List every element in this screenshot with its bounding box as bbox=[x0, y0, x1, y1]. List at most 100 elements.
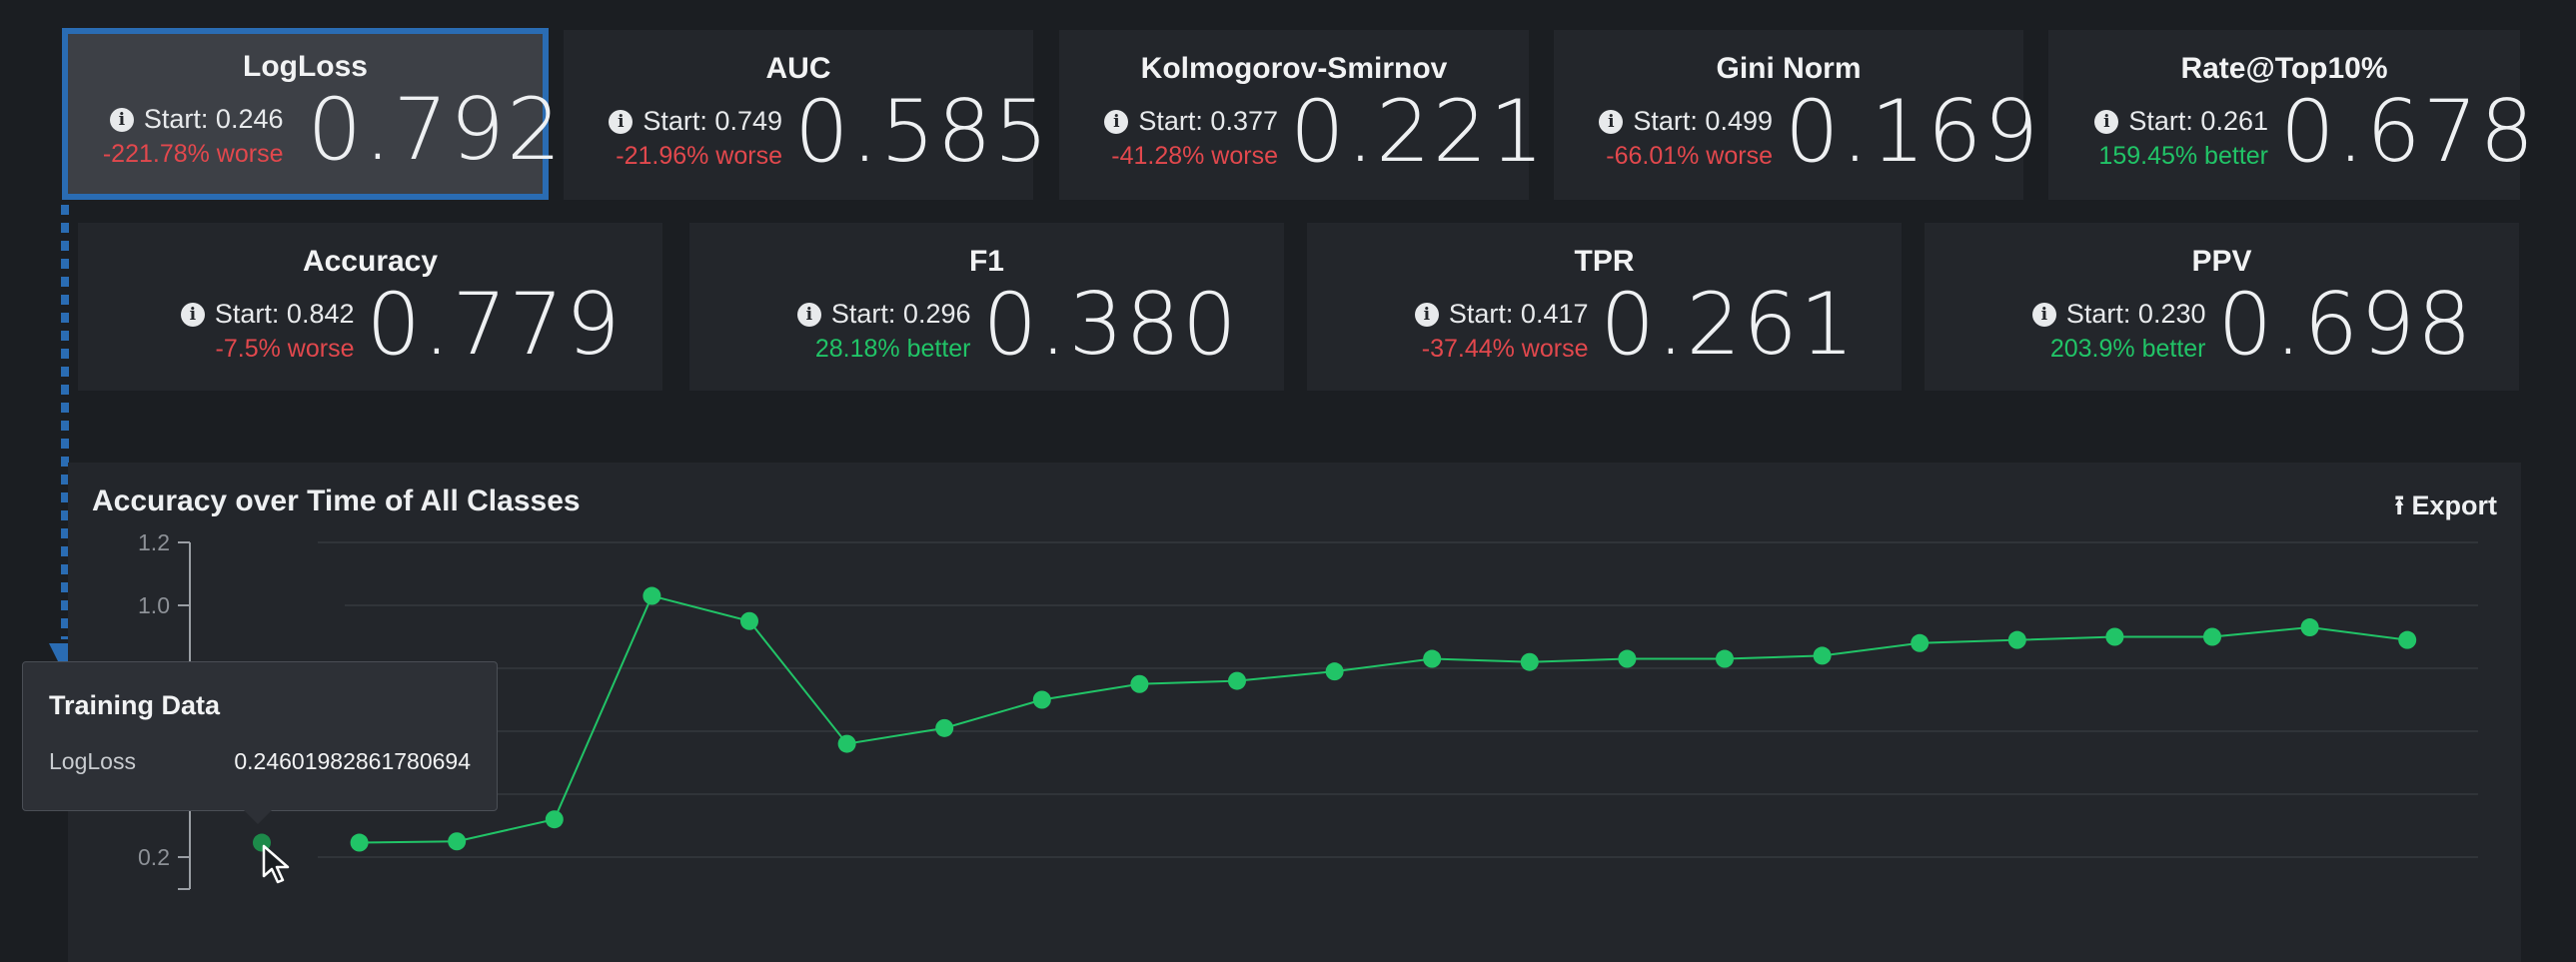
tooltip-key: LogLoss bbox=[49, 748, 136, 774]
metric-start: i Start: 0.296 bbox=[796, 299, 971, 330]
metric-start-text: Start: 0.842 bbox=[214, 299, 355, 329]
metric-value: 0.261 bbox=[1600, 275, 1857, 375]
data-point[interactable] bbox=[837, 734, 856, 753]
metric-delta: 159.45% better bbox=[2098, 142, 2268, 170]
metric-title: F1 bbox=[968, 245, 1004, 278]
metric-card-gini-norm[interactable]: Gini Norm i Start: 0.499 -66.01% worse 0.169 bbox=[1554, 30, 2038, 200]
data-point[interactable] bbox=[740, 611, 758, 630]
metric-title: Kolmogorov-Smirnov bbox=[1140, 52, 1448, 85]
info-icon[interactable]: i bbox=[609, 110, 634, 134]
data-point[interactable] bbox=[935, 718, 954, 737]
metric-start: i Start: 0.261 bbox=[2094, 106, 2268, 137]
metric-value: 0.792 bbox=[307, 80, 564, 180]
metric-value: 0.221 bbox=[1290, 82, 1547, 182]
metric-title: LogLoss bbox=[243, 50, 368, 83]
data-point[interactable] bbox=[1618, 649, 1637, 668]
tooltip: Training Data LogLoss 0.2460198286178069… bbox=[22, 661, 498, 811]
info-icon[interactable]: i bbox=[2031, 303, 2056, 327]
metric-delta: -41.28% worse bbox=[1111, 142, 1278, 170]
metric-delta: 203.9% better bbox=[2049, 335, 2206, 363]
metric-card-ppv[interactable]: PPV i Start: 0.230 203.9% better 0.698 bbox=[1925, 223, 2519, 391]
chart-title: Accuracy over Time of All Classes bbox=[92, 484, 581, 517]
tooltip-arrow bbox=[244, 810, 272, 824]
metric-start-text: Start: 0.377 bbox=[1138, 106, 1278, 136]
y-tick-label: 0.2 bbox=[138, 844, 170, 870]
tooltip-value: 0.24601982861780694 bbox=[234, 748, 471, 774]
metric-delta: -221.78% worse bbox=[102, 140, 284, 168]
data-point[interactable] bbox=[545, 810, 564, 829]
metric-start: i Start: 0.842 bbox=[180, 299, 355, 330]
data-point[interactable] bbox=[1813, 646, 1832, 665]
metric-card-f1[interactable]: F1 i Start: 0.296 28.18% better 0.380 bbox=[689, 223, 1284, 391]
metric-delta: -66.01% worse bbox=[1606, 142, 1773, 170]
data-point[interactable] bbox=[1423, 649, 1442, 668]
y-tick-label: 1.0 bbox=[138, 592, 170, 618]
data-point[interactable] bbox=[2300, 618, 2319, 637]
metric-card-kolmogorov-smirnov[interactable]: Kolmogorov-Smirnov i Start: 0.377 -41.28% w… bbox=[1059, 30, 1544, 200]
metric-start-text: Start: 0.246 bbox=[143, 104, 284, 134]
metric-card-auc[interactable]: AUC i Start: 0.749 -21.96% worse 0.585 bbox=[564, 30, 1048, 200]
metric-start-text: Start: 0.749 bbox=[643, 106, 782, 136]
metric-start: i Start: 0.377 bbox=[1104, 106, 1278, 137]
data-point[interactable] bbox=[2105, 627, 2124, 646]
data-point[interactable] bbox=[1911, 633, 1930, 652]
metric-start: i Start: 0.499 bbox=[1599, 106, 1773, 137]
info-icon[interactable]: i bbox=[1599, 110, 1624, 134]
data-point[interactable] bbox=[643, 586, 661, 605]
mouse-cursor-icon bbox=[262, 844, 290, 884]
data-point[interactable] bbox=[2203, 627, 2221, 646]
tooltip-title: Training Data bbox=[49, 690, 221, 720]
metric-delta: -7.5% worse bbox=[215, 335, 355, 363]
metric-card-logloss[interactable]: LogLoss i Start: 0.246 -221.78% worse 0.792 bbox=[62, 28, 562, 200]
data-point[interactable] bbox=[1325, 662, 1344, 681]
export-label: Export bbox=[2411, 490, 2497, 520]
data-point[interactable] bbox=[2007, 630, 2026, 649]
info-icon[interactable]: i bbox=[796, 303, 821, 327]
info-icon[interactable]: i bbox=[1104, 110, 1129, 134]
metric-delta: -37.44% worse bbox=[1421, 335, 1589, 363]
metric-delta: 28.18% better bbox=[814, 335, 971, 363]
metric-start-text: Start: 0.230 bbox=[2065, 299, 2206, 329]
metric-title: TPR bbox=[1574, 245, 1635, 278]
data-point[interactable] bbox=[1032, 690, 1051, 709]
upload-icon: ⭱ bbox=[2394, 490, 2404, 520]
data-point[interactable] bbox=[1130, 674, 1149, 693]
metric-title: Accuracy bbox=[302, 245, 439, 278]
metric-value: 0.380 bbox=[982, 275, 1239, 375]
metric-title: Rate@Top10% bbox=[2180, 52, 2388, 85]
metric-value: 0.779 bbox=[366, 275, 623, 375]
data-point[interactable] bbox=[350, 833, 369, 852]
data-point[interactable] bbox=[2398, 630, 2417, 649]
metric-start: i Start: 0.246 bbox=[109, 104, 284, 135]
metric-delta: -21.96% worse bbox=[616, 142, 782, 170]
data-point[interactable] bbox=[1716, 649, 1734, 668]
data-point[interactable] bbox=[1520, 652, 1539, 671]
metric-value: 0.169 bbox=[1785, 82, 2041, 182]
metric-start: i Start: 0.749 bbox=[609, 106, 782, 137]
metric-card-tpr[interactable]: TPR i Start: 0.417 -37.44% worse 0.261 bbox=[1307, 223, 1902, 391]
metric-card-rate-top10-[interactable]: Rate@Top10% i Start: 0.261 159.45% better 0.… bbox=[2048, 30, 2534, 200]
metric-start: i Start: 0.417 bbox=[1414, 299, 1589, 330]
metric-value: 0.585 bbox=[794, 82, 1051, 182]
metric-value: 0.698 bbox=[2217, 275, 2474, 375]
metric-card-accuracy[interactable]: Accuracy i Start: 0.842 -7.5% worse 0.779 bbox=[78, 223, 662, 391]
data-point[interactable] bbox=[1228, 671, 1246, 690]
metric-value: 0.678 bbox=[2280, 82, 2537, 182]
info-icon[interactable]: i bbox=[109, 108, 134, 132]
metric-title: PPV bbox=[2191, 245, 2252, 278]
metric-start-text: Start: 0.296 bbox=[830, 299, 971, 329]
info-icon[interactable]: i bbox=[1414, 303, 1439, 327]
y-tick-label: 1.2 bbox=[138, 529, 170, 555]
info-icon[interactable]: i bbox=[180, 303, 205, 327]
info-icon[interactable]: i bbox=[2094, 110, 2119, 134]
series-line bbox=[359, 594, 2408, 844]
metric-start-text: Start: 0.499 bbox=[1633, 106, 1773, 136]
data-point[interactable] bbox=[448, 832, 467, 851]
metric-title: Gini Norm bbox=[1716, 52, 1862, 85]
export-button[interactable]: ⭱ Export bbox=[2395, 486, 2497, 532]
metric-start-text: Start: 0.261 bbox=[2128, 106, 2268, 136]
metric-start-text: Start: 0.417 bbox=[1448, 299, 1589, 329]
metric-title: AUC bbox=[765, 52, 831, 85]
metric-start: i Start: 0.230 bbox=[2031, 299, 2206, 330]
